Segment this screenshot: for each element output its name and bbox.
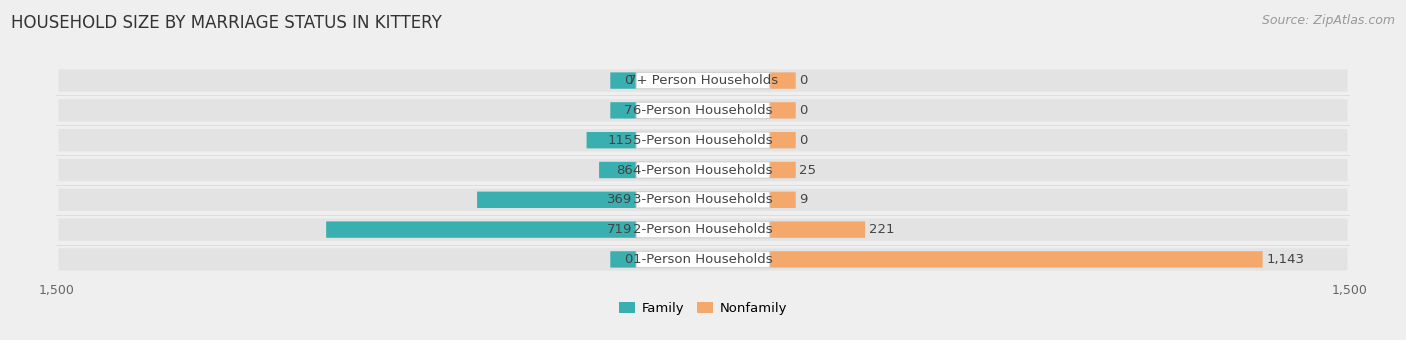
Text: 115: 115 xyxy=(607,134,633,147)
Text: 0: 0 xyxy=(799,104,807,117)
Text: 1-Person Households: 1-Person Households xyxy=(633,253,773,266)
FancyBboxPatch shape xyxy=(770,221,865,238)
Text: 0: 0 xyxy=(799,74,807,87)
Legend: Family, Nonfamily: Family, Nonfamily xyxy=(613,296,793,320)
Text: HOUSEHOLD SIZE BY MARRIAGE STATUS IN KITTERY: HOUSEHOLD SIZE BY MARRIAGE STATUS IN KIT… xyxy=(11,14,441,32)
Text: 86: 86 xyxy=(616,164,633,176)
FancyBboxPatch shape xyxy=(636,102,770,119)
FancyBboxPatch shape xyxy=(770,192,796,208)
FancyBboxPatch shape xyxy=(636,221,770,238)
FancyBboxPatch shape xyxy=(599,162,636,178)
Text: 1,143: 1,143 xyxy=(1267,253,1305,266)
FancyBboxPatch shape xyxy=(59,69,1347,92)
Text: 9: 9 xyxy=(799,193,807,206)
FancyBboxPatch shape xyxy=(610,72,636,89)
Text: Source: ZipAtlas.com: Source: ZipAtlas.com xyxy=(1261,14,1395,27)
FancyBboxPatch shape xyxy=(59,248,1347,271)
FancyBboxPatch shape xyxy=(610,251,636,268)
FancyBboxPatch shape xyxy=(59,218,1347,241)
FancyBboxPatch shape xyxy=(59,129,1347,151)
Text: 221: 221 xyxy=(869,223,894,236)
FancyBboxPatch shape xyxy=(59,159,1347,181)
Text: 0: 0 xyxy=(799,134,807,147)
FancyBboxPatch shape xyxy=(770,132,796,148)
Text: 3-Person Households: 3-Person Households xyxy=(633,193,773,206)
Text: 7+ Person Households: 7+ Person Households xyxy=(628,74,778,87)
FancyBboxPatch shape xyxy=(610,102,636,119)
Text: 0: 0 xyxy=(624,74,633,87)
Text: 5-Person Households: 5-Person Households xyxy=(633,134,773,147)
FancyBboxPatch shape xyxy=(770,102,796,119)
FancyBboxPatch shape xyxy=(477,192,636,208)
Text: 0: 0 xyxy=(624,253,633,266)
FancyBboxPatch shape xyxy=(636,72,770,89)
FancyBboxPatch shape xyxy=(770,162,796,178)
Text: 25: 25 xyxy=(799,164,815,176)
Text: 6-Person Households: 6-Person Households xyxy=(633,104,773,117)
FancyBboxPatch shape xyxy=(636,251,770,268)
FancyBboxPatch shape xyxy=(636,132,770,148)
FancyBboxPatch shape xyxy=(326,221,636,238)
Text: 4-Person Households: 4-Person Households xyxy=(633,164,773,176)
FancyBboxPatch shape xyxy=(770,251,1263,268)
FancyBboxPatch shape xyxy=(636,162,770,178)
FancyBboxPatch shape xyxy=(586,132,636,148)
FancyBboxPatch shape xyxy=(59,189,1347,211)
FancyBboxPatch shape xyxy=(636,192,770,208)
Text: 7: 7 xyxy=(624,104,633,117)
Text: 2-Person Households: 2-Person Households xyxy=(633,223,773,236)
FancyBboxPatch shape xyxy=(770,72,796,89)
Text: 369: 369 xyxy=(607,193,633,206)
Text: 719: 719 xyxy=(607,223,633,236)
FancyBboxPatch shape xyxy=(59,99,1347,122)
